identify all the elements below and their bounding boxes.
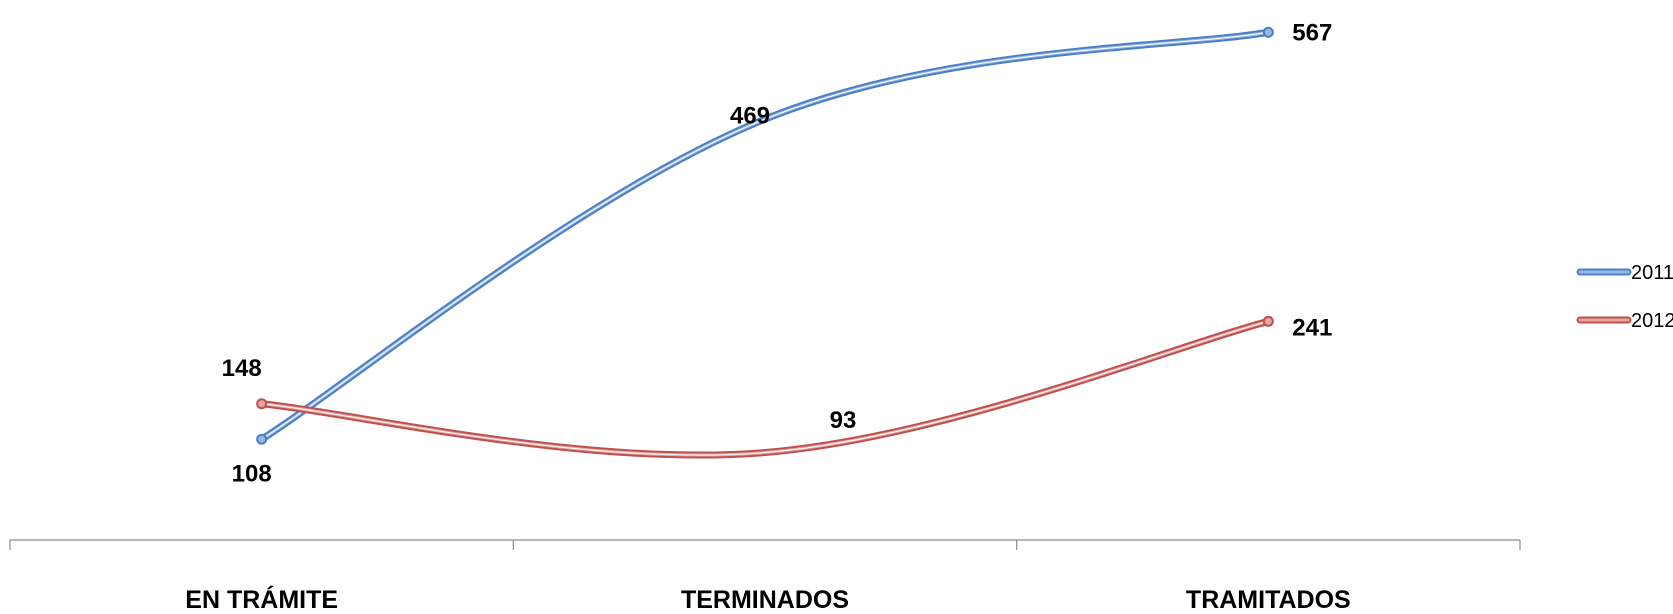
data-label: 567: [1292, 20, 1332, 47]
series-line-core: [260, 30, 1270, 441]
data-point: [1262, 315, 1274, 327]
x-tick-label: TERMINADOS: [681, 586, 849, 614]
series-line-core: [260, 319, 1270, 457]
legend-label: 2011: [1631, 262, 1673, 284]
series-line-2012: [256, 315, 1274, 459]
legend: 2011 2012: [1576, 262, 1673, 332]
data-label: 148: [222, 355, 262, 382]
data-point: [256, 398, 268, 410]
series-lines: [256, 26, 1274, 459]
series-line-outline: [258, 28, 1272, 443]
x-tick-label: EN TRÁMITE: [185, 585, 338, 614]
data-label: 93: [830, 407, 857, 434]
x-tick-labels: EN TRÁMITE TERMINADOS TRAMITADOS: [185, 585, 1350, 614]
legend-item-2012: 2012: [1576, 310, 1673, 332]
data-point: [256, 433, 268, 445]
data-label: 108: [232, 461, 272, 488]
x-axis: [9, 539, 1521, 550]
data-labels: 108 469 567 148 93 241: [222, 20, 1333, 488]
series-line-outline: [258, 317, 1272, 459]
data-point: [1262, 26, 1274, 38]
series-line-2011: [256, 26, 1274, 445]
data-label: 469: [730, 102, 770, 129]
legend-item-2011: 2011: [1576, 262, 1673, 284]
series-line-highlight: [261, 31, 1269, 440]
x-tick-label: TRAMITADOS: [1186, 586, 1351, 614]
data-label: 241: [1292, 315, 1332, 342]
legend-label: 2012: [1631, 310, 1673, 332]
series-line-highlight: [261, 320, 1269, 456]
